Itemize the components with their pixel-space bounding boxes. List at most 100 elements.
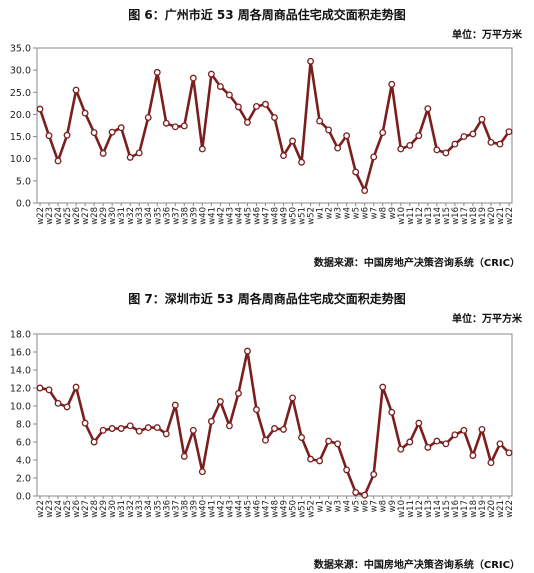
x-tick-label: w16 (451, 500, 461, 518)
data-point (63, 403, 71, 411)
x-tick-label: w6 (361, 500, 371, 512)
x-tick-label: w23 (45, 500, 55, 518)
data-point (180, 452, 188, 460)
series-line (39, 349, 510, 497)
x-tick-label: w36 (162, 207, 172, 225)
data-point (54, 157, 62, 165)
y-tick-label: 2.0 (16, 474, 31, 485)
x-tick-label: w6 (361, 207, 371, 219)
x-tick-label: w19 (478, 500, 488, 518)
x-tick-label: w27 (81, 500, 91, 518)
x-tick-label: w4 (343, 207, 353, 219)
x-tick-label: w12 (415, 207, 425, 225)
x-tick-label: w10 (397, 500, 407, 518)
x-tick-label: w2 (325, 500, 335, 512)
y-tick-label: 35.0 (10, 44, 31, 55)
x-tick-label: w44 (234, 500, 244, 518)
y-tick-label: 16.0 (10, 348, 31, 359)
data-point (334, 440, 342, 448)
data-point (388, 408, 396, 416)
data-point (325, 437, 333, 445)
data-point (379, 129, 387, 137)
y-tick-label: 4.0 (16, 456, 31, 467)
data-point (406, 438, 414, 446)
x-tick-label: w8 (379, 500, 389, 512)
data-point (280, 152, 287, 160)
x-tick-label: w3 (334, 500, 344, 512)
data-point (478, 425, 486, 433)
x-tick-label: w44 (234, 207, 244, 225)
x-tick-label: w32 (126, 500, 136, 518)
x-tick-label: w41 (207, 207, 217, 225)
x-tick-label: w25 (63, 207, 73, 225)
x-tick-label: w5 (352, 500, 362, 512)
data-point (108, 128, 116, 136)
data-point (81, 419, 89, 427)
x-tick-label: w41 (207, 500, 217, 518)
x-tick-label: w40 (198, 207, 208, 225)
data-point (433, 146, 441, 154)
data-point (144, 424, 152, 432)
x-tick-label: w30 (108, 207, 118, 225)
data-point (370, 470, 378, 478)
data-point (99, 426, 107, 434)
data-point (460, 426, 468, 434)
x-tick-label: w47 (261, 207, 271, 225)
x-tick-label: w14 (433, 500, 443, 518)
data-point (289, 137, 296, 145)
data-point (207, 70, 215, 78)
x-tick-label: w3 (334, 207, 344, 219)
x-tick-label: w29 (99, 500, 109, 518)
x-tick-label: w49 (280, 207, 290, 225)
x-tick-label: w26 (72, 207, 82, 225)
y-tick-label: 8.0 (16, 420, 31, 431)
x-tick-label: w37 (171, 500, 181, 518)
data-point (388, 80, 396, 88)
data-point (352, 488, 360, 496)
x-tick-label: w20 (487, 500, 497, 518)
data-point (54, 399, 62, 407)
x-tick-label: w45 (243, 207, 253, 225)
data-point (361, 187, 369, 195)
data-point (262, 100, 269, 108)
x-tick-label: w7 (370, 500, 380, 512)
x-tick-label: w35 (153, 207, 163, 225)
y-tick-label: 14.0 (10, 366, 31, 377)
x-tick-label: w12 (415, 500, 425, 518)
x-tick-label: w33 (135, 500, 145, 518)
data-point (36, 384, 44, 392)
data-point (361, 491, 369, 499)
x-tick-label: w22 (36, 500, 46, 518)
y-tick-label: 18.0 (10, 330, 31, 341)
x-tick-label: w21 (496, 207, 506, 225)
data-point (343, 466, 351, 474)
x-tick-label: w42 (216, 207, 226, 225)
x-tick-label: w34 (144, 500, 154, 518)
x-tick-label: w11 (406, 500, 416, 518)
x-tick-label: w30 (108, 500, 118, 518)
data-point (144, 114, 152, 121)
y-tick-label: 30.0 (10, 66, 31, 77)
data-point (415, 132, 423, 140)
unit-label: 单位：万平方米 (452, 30, 522, 41)
x-tick-label: w36 (162, 500, 172, 518)
x-tick-label: w51 (298, 500, 308, 518)
data-point (189, 74, 197, 82)
x-tick-label: w23 (45, 207, 55, 225)
x-tick-label: w52 (307, 207, 317, 225)
x-tick-label: w51 (298, 207, 308, 225)
unit-label: 单位：万平方米 (452, 314, 522, 325)
data-point (316, 117, 324, 125)
y-tick-label: 10.0 (10, 402, 31, 413)
data-point (469, 130, 477, 138)
x-tick-label: w1 (316, 500, 326, 512)
data-point (271, 114, 278, 121)
x-tick-label: w13 (424, 207, 434, 225)
data-point (90, 438, 98, 446)
data-point (117, 124, 125, 132)
x-tick-label: w47 (261, 500, 271, 518)
x-tick-label: w25 (63, 500, 73, 518)
y-tick-label: 10.0 (10, 154, 31, 165)
x-tick-label: w50 (289, 207, 299, 225)
